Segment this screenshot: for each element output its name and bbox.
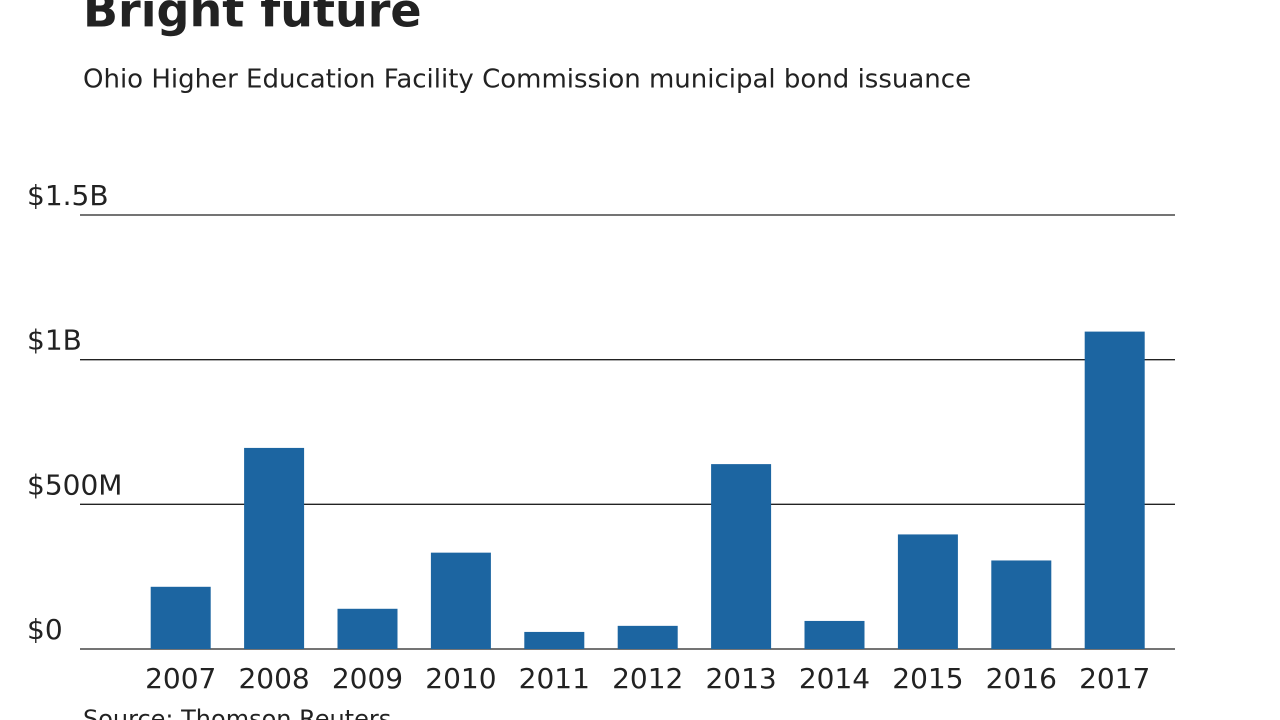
source: Source: Thomson Reuters: [83, 705, 391, 720]
bar: [150, 586, 211, 649]
bar: [804, 620, 865, 649]
y-tick-label: $1B: [27, 324, 82, 357]
x-tick-label: 2012: [612, 662, 683, 695]
chart-subtitle: Ohio Higher Education Facility Commissio…: [83, 65, 971, 95]
x-tick-label: 2010: [425, 662, 496, 695]
x-tick-label: 2009: [332, 662, 403, 695]
bar: [711, 464, 772, 649]
x-tick-label: 2008: [238, 662, 309, 695]
x-tick-label: 2017: [1079, 662, 1150, 695]
chart-title: Bright future: [83, 0, 422, 38]
y-tick-label: $0: [27, 613, 63, 646]
bar: [897, 534, 958, 649]
bar: [1084, 331, 1145, 649]
bar: [991, 560, 1052, 649]
x-tick-label: 2011: [519, 662, 590, 695]
x-tick-label: 2016: [986, 662, 1057, 695]
x-tick-label: 2015: [892, 662, 963, 695]
x-tick-label: 2007: [145, 662, 216, 695]
x-tick-label: 2014: [799, 662, 870, 695]
bar: [244, 447, 305, 649]
x-tick-label: 2013: [705, 662, 776, 695]
y-tick-label: $1.5B: [27, 179, 109, 212]
bar: [617, 625, 678, 649]
bar: [430, 552, 491, 649]
bar: [524, 631, 585, 649]
y-tick-label: $500M: [27, 468, 122, 501]
bar: [337, 608, 398, 649]
